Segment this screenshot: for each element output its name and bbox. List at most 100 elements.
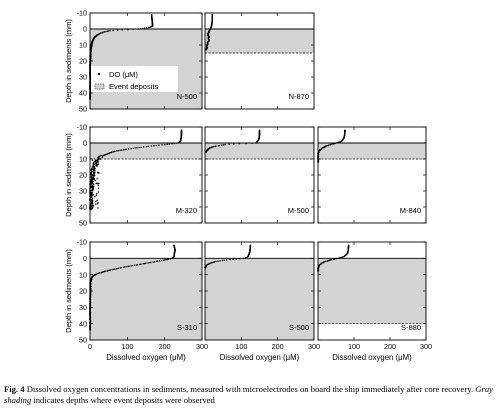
do-data-point xyxy=(92,183,95,186)
x-axis-label: Dissolved oxygen (μM) xyxy=(106,353,186,362)
do-data-point xyxy=(90,205,93,207)
x-tick-label: 200 xyxy=(159,342,171,351)
panel-station-label: N-870 xyxy=(289,92,309,101)
do-data-point xyxy=(97,184,99,187)
do-data-point xyxy=(110,151,113,154)
x-axis-label: Dissolved oxygen (μM) xyxy=(332,353,412,362)
do-data-point xyxy=(130,147,132,150)
do-data-point xyxy=(91,159,94,162)
legend-label-do: DO (μM) xyxy=(109,70,138,79)
do-data-point xyxy=(167,258,170,260)
do-data-point xyxy=(90,208,92,211)
do-data-point xyxy=(121,29,123,31)
do-data-point xyxy=(90,196,92,198)
do-data-point xyxy=(96,182,99,185)
do-data-point xyxy=(177,142,180,144)
do-data-point xyxy=(251,142,253,144)
do-data-point xyxy=(90,193,93,196)
legend: DO (μM) Event deposits xyxy=(91,66,178,92)
x-tick-label: 200 xyxy=(384,342,396,351)
do-data-point xyxy=(116,150,118,152)
do-data-point xyxy=(229,258,231,261)
do-data-point xyxy=(155,260,158,263)
do-data-point xyxy=(143,27,146,29)
do-data-point xyxy=(139,263,141,266)
y-tick-label: 10 xyxy=(79,41,87,50)
do-data-point xyxy=(223,259,225,262)
do-data-point xyxy=(158,260,161,262)
do-data-point xyxy=(166,143,168,146)
x-tick-label: 100 xyxy=(348,342,360,351)
do-data-point xyxy=(143,262,146,265)
do-data-point xyxy=(142,263,144,265)
do-data-point xyxy=(217,260,219,262)
do-data-point xyxy=(133,264,136,267)
do-data-point xyxy=(219,260,221,262)
do-data-point xyxy=(329,144,331,146)
do-data-point xyxy=(145,262,147,264)
do-data-point xyxy=(136,147,138,149)
do-data-point xyxy=(91,177,94,179)
do-data-point xyxy=(125,148,128,150)
do-data-point xyxy=(94,203,97,205)
panel-station-label: S-500 xyxy=(289,323,309,332)
do-data-point xyxy=(335,258,337,260)
do-data-point xyxy=(101,31,103,34)
do-data-point xyxy=(100,154,102,157)
do-data-point xyxy=(232,258,234,261)
do-data-point xyxy=(171,257,173,260)
y-tick-label: 50 xyxy=(79,336,87,345)
panel-station-label: S-310 xyxy=(177,323,197,332)
event-deposit-shading xyxy=(90,258,202,340)
do-data-point xyxy=(98,182,100,185)
x-tick-label: 100 xyxy=(235,342,247,351)
panel-M-840: M-840 xyxy=(317,126,427,224)
do-data-point xyxy=(108,269,111,272)
do-data-point xyxy=(138,146,140,149)
do-data-point xyxy=(225,259,228,261)
event-deposit-shading xyxy=(318,258,426,324)
do-data-point xyxy=(125,265,127,268)
event-deposit-shading xyxy=(318,143,426,159)
event-deposit-shading xyxy=(90,143,202,159)
do-data-point xyxy=(224,143,226,146)
y-tick-label: 0 xyxy=(83,139,87,148)
do-data-point xyxy=(94,159,97,162)
do-data-point xyxy=(93,174,96,177)
do-data-point xyxy=(222,144,225,146)
do-data-point xyxy=(160,259,163,262)
do-data-point xyxy=(220,144,223,146)
y-tick-label: 20 xyxy=(79,171,87,180)
do-data-point xyxy=(93,164,95,166)
do-data-point xyxy=(103,31,106,33)
do-data-point xyxy=(134,147,136,149)
x-tick-label: 300 xyxy=(420,342,432,351)
do-data-point xyxy=(92,172,95,174)
do-data-point xyxy=(332,258,335,261)
do-data-point xyxy=(145,27,148,29)
do-data-point xyxy=(235,258,238,260)
do-data-point xyxy=(255,142,257,144)
caption-label: Fig. 4 xyxy=(4,384,25,394)
do-data-point xyxy=(127,265,129,268)
do-data-point xyxy=(95,194,98,197)
event-deposit-shading xyxy=(205,29,314,53)
do-data-point xyxy=(91,181,94,184)
y-tick-label: 50 xyxy=(79,105,87,114)
do-data-point xyxy=(137,28,140,30)
do-data-point xyxy=(105,30,107,33)
do-data-point xyxy=(94,195,96,198)
do-data-point xyxy=(91,197,94,199)
caption-emphasis: Gray shading xyxy=(4,384,493,405)
do-data-point xyxy=(175,142,178,144)
panel-M-320: -10 0 10 20 30 40 50 Depth in sediments (mm) M-3… xyxy=(64,123,203,228)
do-data-point xyxy=(122,149,125,151)
do-data-point xyxy=(242,257,245,260)
x-tick-label: 300 xyxy=(196,342,208,351)
do-data-point xyxy=(139,27,142,30)
y-tick-label: 40 xyxy=(79,319,87,328)
y-tick-label: 30 xyxy=(79,73,87,82)
do-data-point xyxy=(210,262,213,264)
do-data-point xyxy=(105,153,108,156)
do-data-point xyxy=(96,199,98,202)
